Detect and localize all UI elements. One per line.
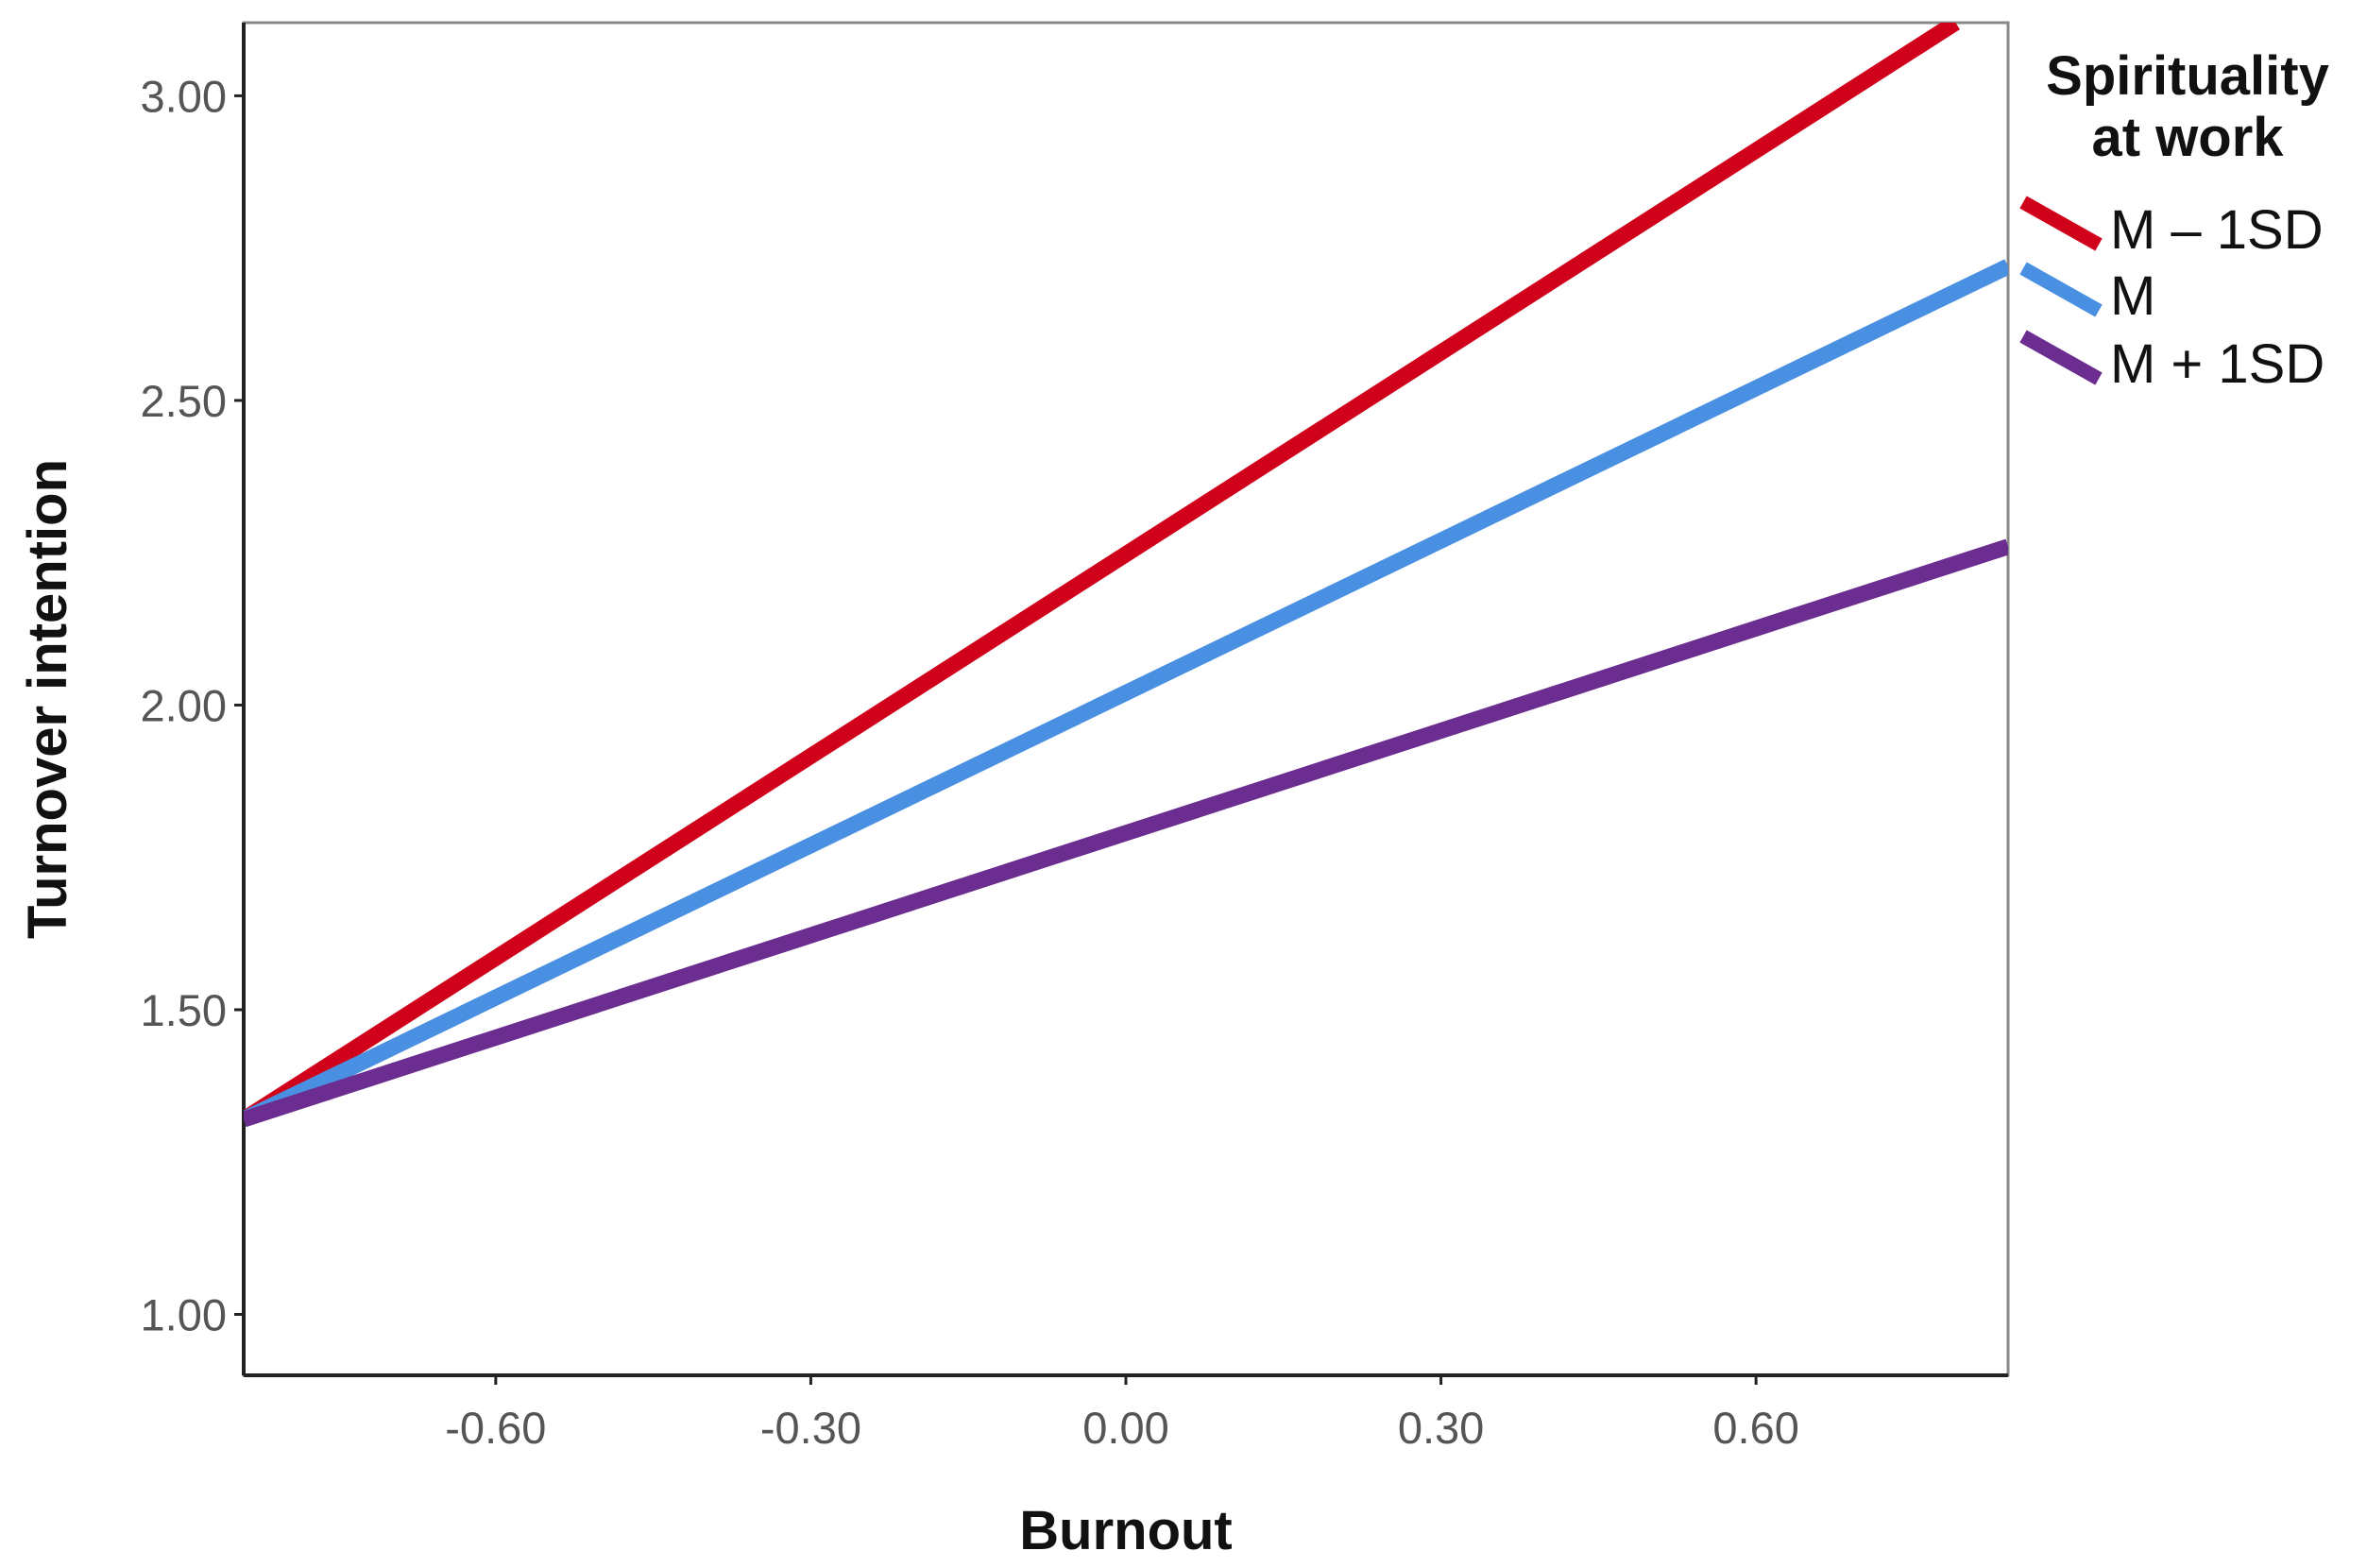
series-line-3 [244, 538, 2008, 1128]
legend-swatch-1 [2019, 196, 2103, 251]
x-tick-label: 0.60 [1712, 1403, 1798, 1453]
y-tick-label: 1.00 [141, 1289, 227, 1339]
y-axis-title: Turnover intention [17, 459, 78, 939]
y-tick-label: 2.50 [141, 376, 227, 426]
legend-swatch-3 [2019, 330, 2103, 385]
legend-label-2: M [2110, 265, 2155, 327]
x-tick-label: 0.00 [1082, 1403, 1168, 1453]
series-layer [244, 23, 2008, 1128]
legend-label-3: M + 1SD [2110, 333, 2324, 395]
y-tick-label: 1.50 [141, 985, 227, 1035]
series-line-1 [244, 23, 1960, 1127]
y-tick-label: 3.00 [141, 71, 227, 121]
legend-title-line-2: at work [2091, 107, 2284, 168]
x-tick-label: -0.30 [760, 1403, 861, 1453]
x-tick-label: 0.30 [1398, 1403, 1484, 1453]
x-tick-label: -0.60 [445, 1403, 546, 1453]
legend-label-1: M – 1SD [2110, 199, 2324, 261]
y-tick-label: 2.00 [141, 680, 227, 730]
series-line-2 [244, 259, 2008, 1127]
legend-swatch-2 [2019, 262, 2103, 317]
legend-title-line-1: Spirituality [2046, 45, 2329, 107]
x-axis-ticks: -0.60 -0.30 0.00 0.30 0.60 [445, 1375, 1799, 1453]
y-axis-ticks: 1.00 1.50 2.00 2.50 3.00 [141, 71, 244, 1339]
x-axis-title: Burnout [1019, 1500, 1233, 1561]
